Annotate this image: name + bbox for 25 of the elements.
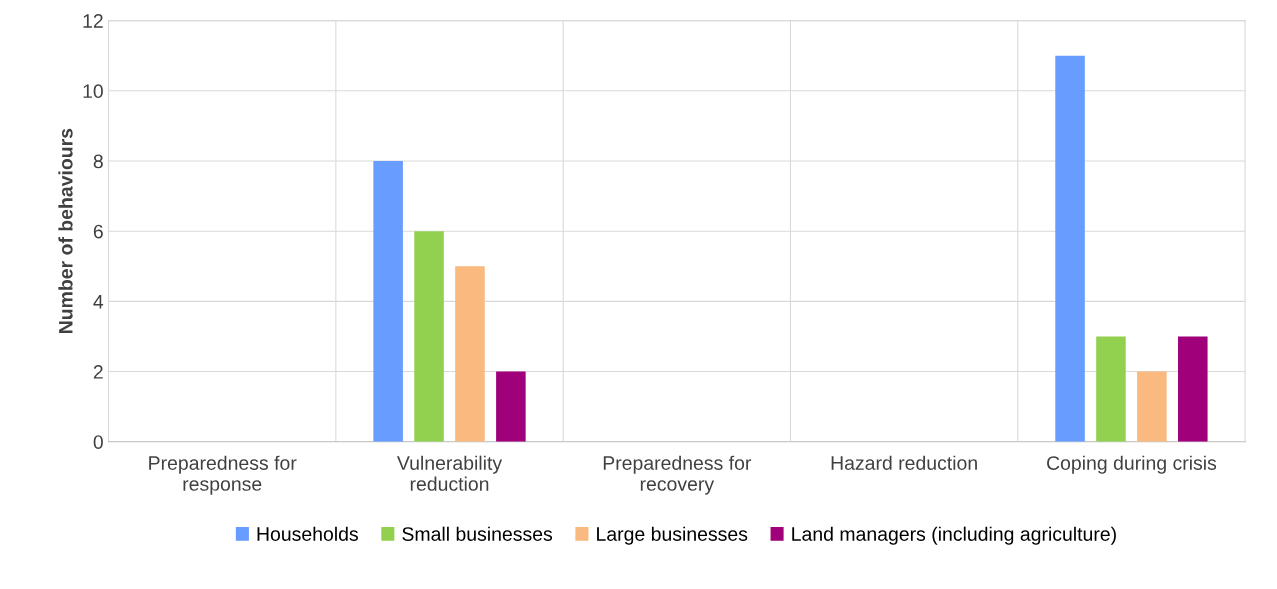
y-tick-label: 0 — [93, 435, 103, 449]
bar — [1055, 55, 1085, 442]
legend-label: Large businesses — [597, 526, 748, 545]
x-tick-label: Vulnerability reduction — [397, 455, 503, 491]
bar — [1096, 336, 1126, 442]
legend-label: Households — [257, 526, 358, 541]
bar — [496, 371, 526, 442]
y-tick-label: 4 — [93, 295, 104, 309]
y-tick-label: 2 — [93, 365, 103, 379]
y-axis-title: Number of behaviours — [58, 128, 73, 334]
x-tick-label: Preparedness for recovery — [603, 455, 752, 495]
x-tick-label: Hazard reduction — [831, 455, 977, 470]
bar — [455, 266, 485, 442]
bar — [414, 231, 444, 442]
x-tick-label: Preparedness for response — [149, 455, 297, 495]
legend-label: Land managers (including agriculture) — [792, 526, 1116, 545]
x-tick-label: Coping during crisis — [1047, 455, 1217, 474]
legend-label: Small businesses — [402, 526, 553, 541]
y-tick-label: 10 — [83, 84, 103, 99]
bar — [1178, 336, 1208, 442]
bar — [1137, 371, 1167, 442]
bar — [373, 160, 403, 442]
y-tick-label: 12 — [83, 14, 103, 28]
y-tick-label: 6 — [93, 224, 103, 239]
y-tick-label: 8 — [93, 154, 103, 169]
